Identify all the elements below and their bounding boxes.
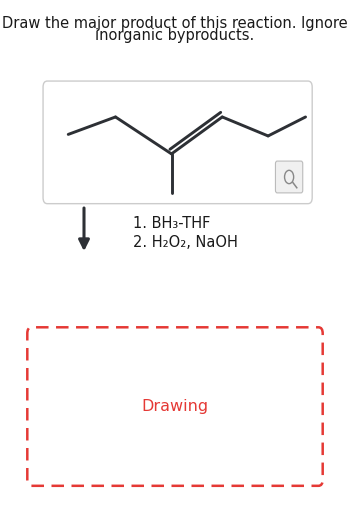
FancyBboxPatch shape (27, 327, 323, 486)
Text: 1. BH₃-THF: 1. BH₃-THF (133, 215, 210, 231)
Text: Draw the major product of this reaction. Ignore: Draw the major product of this reaction.… (2, 15, 348, 31)
Text: Drawing: Drawing (141, 399, 209, 414)
Text: inorganic byproducts.: inorganic byproducts. (95, 28, 255, 44)
Text: 2. H₂O₂, NaOH: 2. H₂O₂, NaOH (133, 234, 238, 250)
FancyBboxPatch shape (43, 81, 312, 204)
FancyBboxPatch shape (275, 161, 303, 193)
